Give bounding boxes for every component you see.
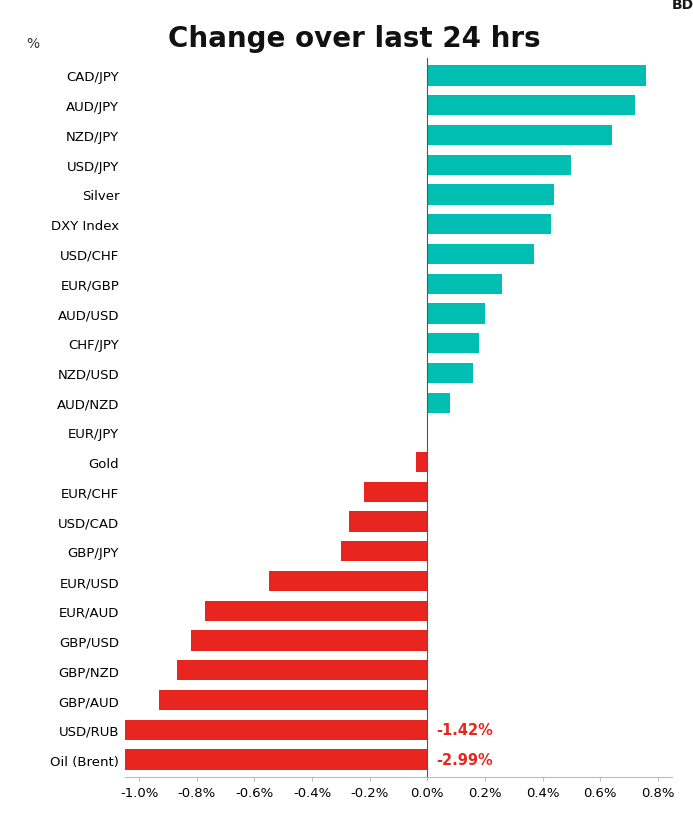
Bar [0,750,428,770]
Bar [428,393,450,413]
Bar [416,452,428,472]
Bar [428,185,554,206]
Text: BD: BD [672,0,693,12]
Title: Change over last 24 hrs: Change over last 24 hrs [168,25,541,54]
Bar [428,274,502,294]
Bar [205,601,428,621]
Bar [177,660,428,681]
Bar [428,244,534,265]
Bar [191,630,428,651]
Bar [428,155,571,176]
Bar [428,66,647,86]
Text: %: % [26,38,40,51]
Bar [349,512,428,532]
Bar [428,125,612,145]
Bar [159,691,428,711]
Bar [364,482,428,502]
Bar [428,215,551,235]
Text: -2.99%: -2.99% [436,752,493,767]
Bar [18,720,428,740]
Bar [428,96,635,116]
Text: -1.42%: -1.42% [436,722,493,737]
Bar [428,304,485,324]
Bar [341,542,428,562]
Bar [269,571,428,592]
Bar [428,364,473,384]
Bar [428,334,479,354]
